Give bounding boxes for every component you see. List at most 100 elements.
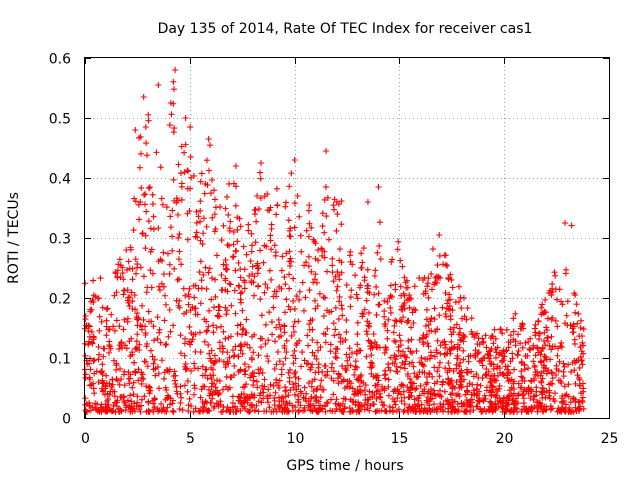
data-point (517, 340, 524, 347)
data-point (487, 398, 494, 405)
data-point (141, 358, 148, 365)
data-point (372, 267, 379, 274)
data-point (188, 338, 195, 345)
data-point (544, 338, 551, 345)
data-point (319, 406, 326, 413)
data-point (108, 311, 115, 318)
data-point (355, 406, 362, 413)
data-point (216, 377, 223, 384)
data-point (480, 338, 487, 345)
data-point (155, 82, 162, 88)
data-point (444, 300, 451, 307)
data-point (197, 258, 204, 265)
data-point (395, 343, 402, 350)
data-point (269, 331, 276, 338)
data-point (129, 276, 136, 283)
data-point (532, 321, 539, 328)
data-point (514, 400, 521, 407)
data-point (139, 302, 146, 309)
data-point (453, 321, 460, 328)
data-point (231, 287, 238, 294)
data-point (558, 344, 565, 351)
data-point (530, 375, 537, 382)
data-point (578, 390, 585, 397)
data-point (457, 336, 464, 343)
data-point (317, 394, 324, 401)
data-point (452, 299, 459, 306)
data-point (460, 356, 467, 363)
data-point (456, 283, 463, 290)
x-tick-label: 15 (391, 431, 409, 447)
data-point (312, 240, 319, 247)
data-point (415, 374, 422, 381)
data-point (364, 199, 371, 205)
data-point (437, 350, 444, 357)
data-point (322, 339, 329, 346)
data-point (145, 111, 152, 118)
data-point (171, 125, 178, 132)
data-point (322, 408, 329, 415)
data-point (246, 408, 253, 415)
data-point (436, 359, 443, 366)
data-point (382, 344, 389, 351)
data-point (445, 405, 452, 412)
data-point (392, 401, 399, 408)
data-point (134, 393, 141, 400)
data-point (263, 243, 270, 250)
data-point (403, 284, 410, 291)
data-point (579, 397, 586, 404)
data-point (418, 354, 425, 361)
data-point (301, 384, 308, 391)
data-point (152, 372, 159, 379)
data-point (564, 298, 571, 305)
data-point (494, 344, 501, 351)
data-point (323, 268, 330, 275)
data-point (366, 323, 373, 330)
data-point (151, 337, 158, 344)
data-point (149, 191, 156, 198)
data-point (313, 279, 320, 286)
data-point (251, 331, 258, 338)
data-point (130, 379, 137, 386)
data-point (169, 397, 176, 404)
data-point (224, 288, 231, 295)
data-point (223, 311, 230, 318)
data-point (181, 310, 188, 317)
data-point (248, 402, 255, 409)
data-point (381, 313, 388, 320)
data-point (210, 366, 217, 373)
data-point (248, 278, 255, 285)
data-point (416, 405, 423, 412)
data-point (442, 344, 449, 351)
data-point (371, 272, 378, 279)
data-point (283, 296, 290, 303)
data-point (218, 408, 225, 415)
data-point (386, 295, 393, 302)
data-point (343, 383, 350, 390)
data-point (426, 355, 433, 362)
data-point (423, 306, 430, 313)
data-point (85, 338, 92, 345)
data-point (483, 387, 490, 394)
data-point (416, 336, 423, 343)
data-point (124, 266, 131, 273)
data-point (503, 347, 510, 354)
data-point (399, 263, 406, 270)
data-point (156, 329, 163, 336)
data-point (541, 308, 548, 315)
data-point (268, 225, 275, 232)
data-point (177, 350, 184, 357)
data-point (360, 245, 367, 252)
data-point (445, 376, 452, 383)
data-point (547, 380, 554, 387)
data-point (411, 396, 418, 403)
data-point (150, 397, 157, 404)
data-point (531, 325, 538, 332)
data-point (273, 376, 280, 383)
data-point (358, 401, 365, 408)
data-point (245, 363, 252, 370)
data-point (549, 289, 556, 296)
data-point (141, 191, 148, 198)
data-point (270, 408, 277, 415)
data-point (195, 213, 202, 220)
